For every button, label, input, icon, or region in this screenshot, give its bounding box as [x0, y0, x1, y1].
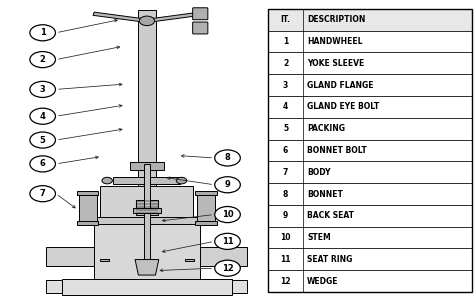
- Text: 1: 1: [40, 28, 46, 37]
- Text: STEM: STEM: [307, 233, 331, 242]
- Text: SEAT RING: SEAT RING: [307, 255, 353, 264]
- Circle shape: [30, 81, 55, 97]
- FancyBboxPatch shape: [100, 259, 109, 261]
- Text: BONNET: BONNET: [307, 190, 343, 198]
- Text: 10: 10: [280, 233, 291, 242]
- FancyBboxPatch shape: [268, 249, 472, 270]
- FancyBboxPatch shape: [192, 22, 208, 34]
- Text: 10: 10: [222, 210, 233, 219]
- FancyBboxPatch shape: [133, 208, 161, 213]
- FancyBboxPatch shape: [46, 247, 94, 266]
- FancyBboxPatch shape: [268, 139, 472, 162]
- Circle shape: [30, 132, 55, 148]
- Text: WEDGE: WEDGE: [307, 277, 338, 286]
- FancyBboxPatch shape: [138, 10, 156, 186]
- Circle shape: [215, 233, 240, 249]
- Circle shape: [30, 186, 55, 202]
- Text: 6: 6: [283, 146, 288, 155]
- Text: HANDWHEEL: HANDWHEEL: [307, 37, 363, 46]
- FancyBboxPatch shape: [268, 96, 472, 118]
- Polygon shape: [135, 260, 159, 275]
- Circle shape: [176, 177, 187, 184]
- Text: YOKE SLEEVE: YOKE SLEEVE: [307, 59, 365, 68]
- Circle shape: [139, 16, 155, 26]
- Circle shape: [30, 156, 55, 172]
- Text: 11: 11: [222, 237, 233, 246]
- Text: 7: 7: [40, 189, 46, 198]
- FancyBboxPatch shape: [113, 177, 181, 184]
- Text: 11: 11: [280, 255, 291, 264]
- Text: 3: 3: [283, 81, 288, 90]
- Text: 4: 4: [40, 112, 46, 121]
- FancyBboxPatch shape: [130, 162, 164, 170]
- FancyBboxPatch shape: [268, 162, 472, 183]
- FancyBboxPatch shape: [200, 247, 247, 266]
- Text: 9: 9: [225, 180, 230, 189]
- Circle shape: [30, 25, 55, 41]
- Text: 8: 8: [283, 190, 288, 198]
- FancyBboxPatch shape: [268, 227, 472, 249]
- Text: BONNET BOLT: BONNET BOLT: [307, 146, 367, 155]
- Text: GLAND EYE BOLT: GLAND EYE BOLT: [307, 103, 379, 111]
- Text: 7: 7: [283, 168, 288, 177]
- Text: 4: 4: [283, 103, 288, 111]
- FancyBboxPatch shape: [100, 186, 193, 224]
- FancyBboxPatch shape: [268, 74, 472, 96]
- Circle shape: [30, 108, 55, 124]
- Text: 8: 8: [225, 153, 230, 162]
- FancyBboxPatch shape: [197, 195, 215, 221]
- Polygon shape: [93, 12, 147, 22]
- FancyBboxPatch shape: [144, 164, 150, 274]
- Text: 2: 2: [40, 55, 46, 64]
- Text: BODY: BODY: [307, 168, 331, 177]
- Text: 6: 6: [40, 159, 46, 168]
- FancyBboxPatch shape: [268, 9, 472, 31]
- FancyBboxPatch shape: [268, 52, 472, 74]
- FancyBboxPatch shape: [192, 8, 208, 20]
- Text: GLAND FLANGE: GLAND FLANGE: [307, 81, 374, 90]
- FancyBboxPatch shape: [62, 279, 232, 295]
- Circle shape: [30, 52, 55, 68]
- FancyBboxPatch shape: [232, 280, 247, 293]
- Text: 9: 9: [283, 211, 288, 220]
- FancyBboxPatch shape: [268, 270, 472, 292]
- Circle shape: [215, 177, 240, 193]
- FancyBboxPatch shape: [195, 221, 217, 225]
- Circle shape: [215, 150, 240, 166]
- Circle shape: [102, 177, 112, 184]
- Text: BACK SEAT: BACK SEAT: [307, 211, 354, 220]
- FancyBboxPatch shape: [94, 224, 200, 279]
- Text: PACKING: PACKING: [307, 124, 345, 133]
- FancyBboxPatch shape: [185, 259, 194, 261]
- Text: 1: 1: [283, 37, 288, 46]
- Circle shape: [215, 207, 240, 223]
- FancyBboxPatch shape: [77, 221, 99, 225]
- FancyBboxPatch shape: [268, 118, 472, 139]
- Text: 3: 3: [40, 85, 46, 94]
- FancyBboxPatch shape: [268, 183, 472, 205]
- Text: 2: 2: [283, 59, 288, 68]
- Polygon shape: [146, 12, 201, 22]
- Text: DESCRIPTION: DESCRIPTION: [307, 15, 365, 24]
- FancyBboxPatch shape: [268, 205, 472, 227]
- FancyBboxPatch shape: [77, 191, 99, 195]
- FancyBboxPatch shape: [92, 217, 202, 224]
- Text: 5: 5: [283, 124, 288, 133]
- FancyBboxPatch shape: [46, 280, 62, 293]
- Text: IT.: IT.: [281, 15, 291, 24]
- FancyBboxPatch shape: [136, 200, 158, 215]
- Text: 5: 5: [40, 136, 46, 145]
- Circle shape: [215, 260, 240, 276]
- Text: 12: 12: [280, 277, 291, 286]
- FancyBboxPatch shape: [195, 191, 217, 195]
- Text: 12: 12: [222, 264, 233, 273]
- FancyBboxPatch shape: [79, 195, 97, 221]
- FancyBboxPatch shape: [268, 31, 472, 52]
